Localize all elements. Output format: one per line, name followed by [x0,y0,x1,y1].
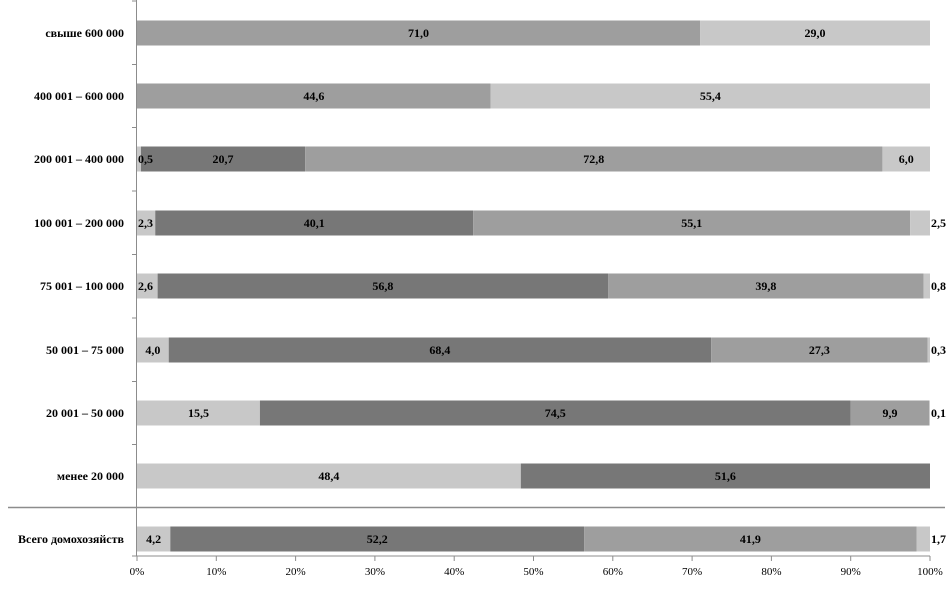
category-label: 200 001 – 400 000 [34,152,124,166]
data-label: 48,4 [318,469,339,483]
x-tick-label: 80% [761,566,781,578]
data-label: 51,6 [715,469,736,483]
data-label: 71,0 [408,26,429,40]
bar-segment [850,400,930,426]
data-label: 6,0 [899,152,914,166]
category-label: менее 20 000 [57,469,124,483]
data-label: 27,3 [809,343,830,357]
bar-segment [137,20,701,46]
x-tick-label: 50% [523,566,543,578]
data-label: 0,1 [931,406,946,420]
data-label: 1,7 [931,532,946,546]
bar-segment [137,146,141,172]
category-label: 400 001 – 600 000 [34,89,124,103]
bar-segment [711,337,928,363]
data-label: 0,5 [138,152,153,166]
data-label: 56,8 [372,279,393,293]
data-label: 74,5 [545,406,566,420]
bar-segment [584,526,917,552]
bar-segment [916,526,930,552]
category-label: свыше 600 000 [45,26,124,40]
bar-segment [170,526,585,552]
data-label: 4,0 [145,343,160,357]
x-tick-label: 30% [365,566,385,578]
bar-segment [700,20,930,46]
bar-segment [490,83,930,109]
category-label: 75 001 – 100 000 [40,279,124,293]
data-label: 29,0 [805,26,826,40]
data-label: 9,9 [882,406,897,420]
bar-segment [137,463,521,489]
category-label: 100 001 – 200 000 [34,216,124,230]
data-label: 2,5 [931,216,946,230]
data-label: 52,2 [367,532,388,546]
data-label: 2,3 [138,216,153,230]
data-label: 20,7 [213,152,234,166]
data-label: 4,2 [146,532,161,546]
x-tick-label: 20% [286,566,306,578]
data-label: 39,8 [755,279,776,293]
bar-segment [608,273,924,299]
data-label: 72,8 [583,152,604,166]
x-tick-label: 60% [603,566,623,578]
bar-segment [923,273,930,299]
bar-segment [137,210,156,236]
bar-segment [910,210,930,236]
data-label: 0,3 [931,343,946,357]
data-label: 15,5 [188,406,209,420]
bar-segment [137,273,158,299]
bar-segment [140,146,306,172]
data-label: 2,6 [138,279,153,293]
bar-segment [520,463,930,489]
data-label: 41,9 [740,532,761,546]
bar-segment [137,83,491,109]
bar-segment [929,400,930,426]
bar-segment [137,337,169,363]
x-tick-label: 0% [130,566,145,578]
bar-segment [882,146,930,172]
data-label: 44,6 [303,89,324,103]
x-tick-label: 100% [917,566,943,578]
bar-segment [927,337,930,363]
category-label: 20 001 – 50 000 [46,406,124,420]
category-label: 50 001 – 75 000 [46,343,124,357]
bar-segment [137,526,171,552]
bar-segment [259,400,851,426]
bar-segment [157,273,609,299]
data-label: 55,4 [700,89,721,103]
data-label: 68,4 [429,343,450,357]
x-tick-label: 40% [444,566,464,578]
x-tick-label: 90% [841,566,861,578]
bar-segment [155,210,474,236]
bar-segment [473,210,911,236]
bar-segment [305,146,883,172]
x-tick-label: 10% [206,566,226,578]
data-label: 40,1 [304,216,325,230]
x-tick-label: 70% [682,566,702,578]
bar-segment [137,400,260,426]
category-label: Всего домохозяйств [18,532,125,546]
data-label: 55,1 [681,216,702,230]
data-label: 0,8 [931,279,946,293]
bar-segment [168,337,712,363]
